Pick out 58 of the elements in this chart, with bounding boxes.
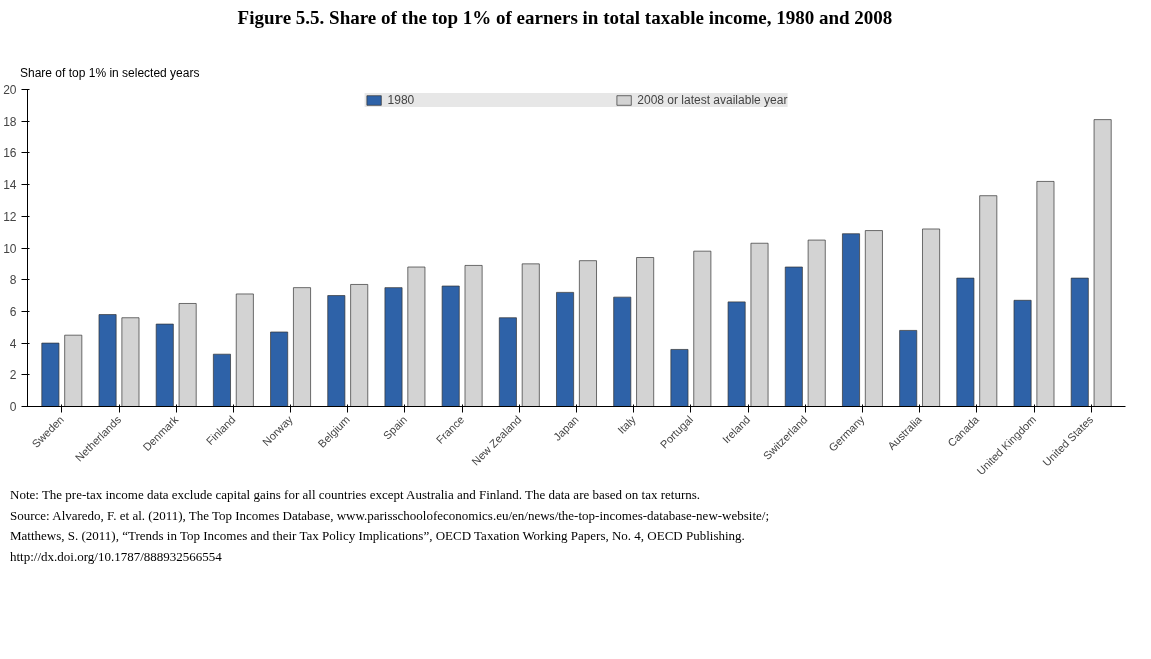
bar — [613, 297, 632, 407]
bar — [1036, 181, 1055, 407]
bar — [784, 266, 803, 407]
y-tick-label: 16 — [3, 146, 17, 161]
y-axis-title: Share of top 1% in selected years — [20, 65, 200, 83]
y-tick-label: 6 — [9, 305, 17, 320]
bar — [556, 292, 574, 407]
text: http://dx.doi.org/10.1787/888932566554 — [10, 547, 222, 566]
bar — [521, 263, 540, 407]
bar — [1070, 278, 1089, 407]
bar — [270, 331, 289, 407]
bar — [178, 303, 197, 407]
bar — [842, 233, 860, 407]
bar — [1093, 119, 1112, 407]
bar — [579, 260, 597, 407]
bar — [235, 293, 254, 407]
source-note: Source: Alvaredo, F. et al. (2011), The Top Incomes Database, www.parisschoolofeconomics.eu/en/news/the-top-incomes-database-new-website/; — [10, 506, 770, 525]
y-tick-label: 8 — [9, 273, 17, 288]
bar — [498, 317, 517, 407]
bar — [693, 251, 712, 407]
bar — [727, 301, 746, 407]
y-tick-label: 0 — [9, 400, 17, 415]
legend-label: 2008 or latest available year — [637, 93, 788, 108]
legend-label: 1980 — [387, 93, 415, 108]
bar — [864, 230, 883, 407]
y-tick-label: 18 — [3, 114, 17, 129]
bar — [121, 317, 140, 407]
bar — [350, 284, 369, 407]
y-tick-label: 20 — [3, 83, 17, 98]
bar — [441, 285, 460, 407]
bar — [807, 240, 826, 407]
y-tick-label: 10 — [3, 241, 17, 256]
y-tick-label: 4 — [9, 336, 17, 351]
text: Matthews, S. (2011), “Trends in Top Incomes and their Tax Policy Implications”, OECD Taxation Working Papers, No. 4, OECD Publishing. — [10, 527, 745, 546]
text: Note: The pre-tax income data exclude capital gains for all countries except Australia and Finland. The data are based on tax returns. — [10, 486, 701, 505]
bar — [750, 243, 769, 407]
bar — [979, 195, 998, 407]
bar — [407, 266, 426, 407]
bar — [464, 265, 483, 407]
bar — [98, 314, 117, 407]
bar — [1013, 300, 1032, 407]
chart-title: Figure 5.5. Share of the top 1% of earners in total taxable income, 1980 and 2008 — [237, 6, 893, 30]
bar — [213, 354, 231, 407]
y-tick-label: 12 — [3, 210, 17, 225]
bar — [293, 287, 311, 407]
bar — [899, 330, 918, 407]
bar — [384, 287, 403, 407]
bar — [670, 349, 689, 407]
bar — [41, 343, 60, 407]
bar — [155, 324, 174, 407]
bar — [636, 257, 655, 407]
bar — [64, 335, 83, 407]
y-tick-label: 14 — [3, 178, 17, 193]
y-tick-label: 2 — [9, 368, 17, 383]
bar — [956, 278, 975, 407]
bar — [327, 295, 346, 407]
bar — [922, 228, 940, 407]
x-tick-label: Italy — [615, 413, 639, 437]
